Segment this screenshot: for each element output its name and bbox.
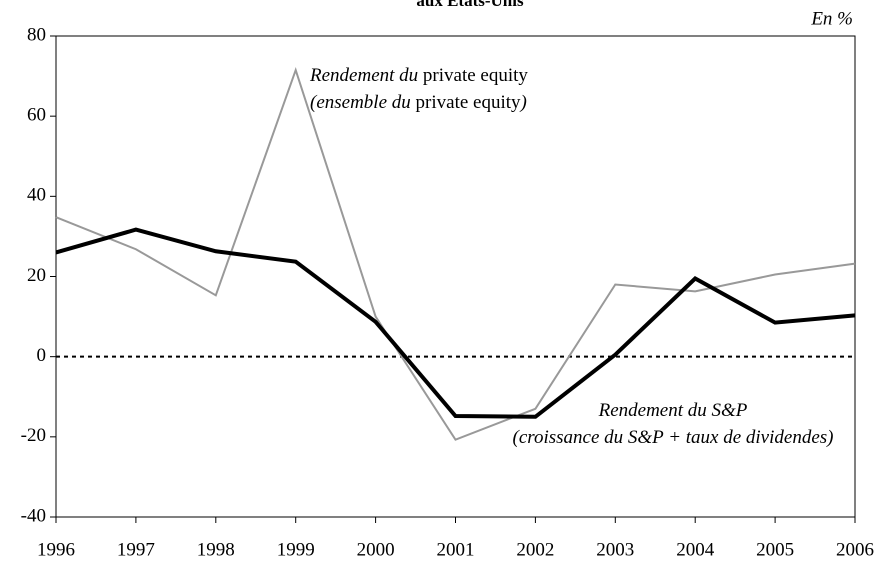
x-tick-label: 2005 [756, 539, 794, 560]
x-tick-label: 1999 [277, 539, 315, 560]
annotation: Rendement du S&P [598, 400, 748, 421]
annotation-part: (ensemble du [310, 92, 411, 113]
x-tick-label: 1997 [117, 539, 155, 560]
x-tick-label: 1998 [197, 539, 235, 560]
x-tick-label: 2004 [676, 539, 715, 560]
annotation: (croissance du S&P + taux de dividendes) [513, 427, 834, 448]
annotation-part: Rendement du S&P [598, 400, 748, 421]
y-tick-label: 20 [27, 265, 46, 286]
y-tick-label: 80 [27, 24, 46, 45]
y-tick-label: 40 [27, 185, 46, 206]
series-line [55, 66, 856, 441]
series-line [55, 227, 856, 419]
x-tick-label: 2006 [836, 539, 874, 560]
unit-label: En % [810, 8, 853, 29]
chart-title: aux Etats-Unis [416, 0, 524, 10]
annotation: (ensemble du private equity) [310, 92, 527, 113]
x-tick-label: 2003 [596, 539, 634, 560]
x-tick-label: 2001 [437, 539, 475, 560]
y-tick-label: -20 [21, 425, 46, 446]
annotation-part: private equity [411, 92, 521, 113]
annotation-part: ) [520, 92, 527, 113]
annotation-part: private equity [418, 65, 528, 86]
y-tick-label: -40 [21, 505, 46, 526]
y-tick-label: 0 [37, 345, 47, 366]
x-tick-label: 1996 [37, 539, 75, 560]
annotation-part: Rendement du [309, 65, 418, 86]
annotation-part: (croissance du S&P + taux de dividendes) [513, 427, 834, 448]
x-tick-label: 2000 [357, 539, 395, 560]
annotation: Rendement du private equity [309, 65, 528, 86]
y-tick-label: 60 [27, 105, 46, 126]
x-tick-label: 2002 [516, 539, 554, 560]
